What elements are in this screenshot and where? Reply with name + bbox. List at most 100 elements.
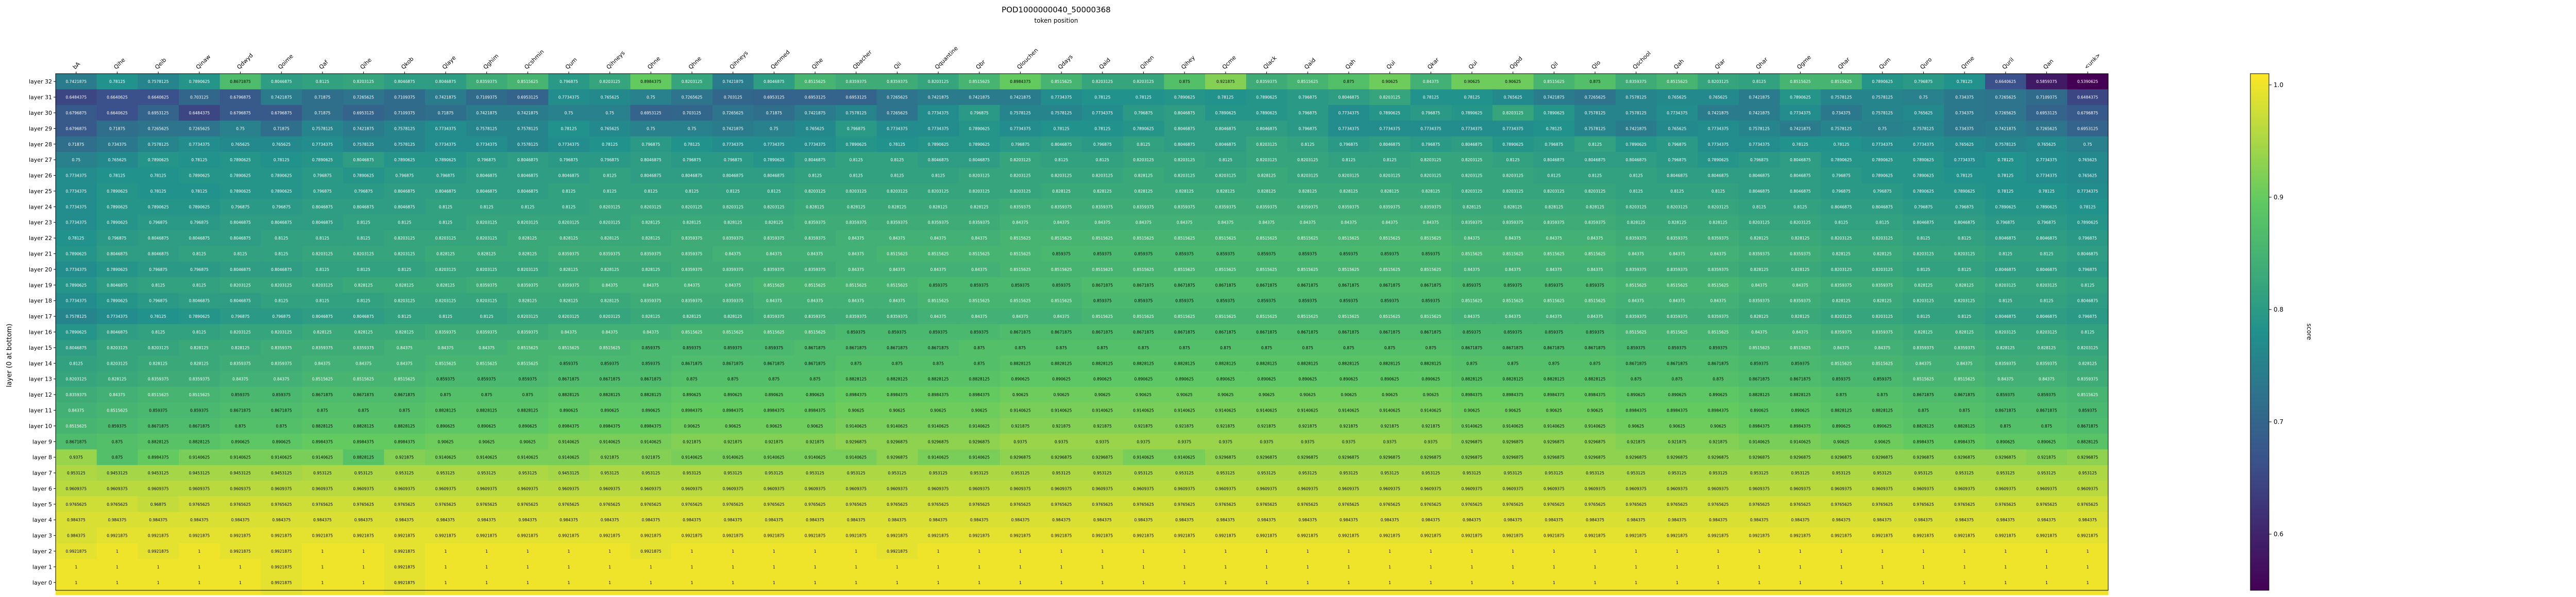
- cell-value-label: 0.9296875: [1092, 455, 1113, 460]
- x-tick-label: Qkar: [1426, 56, 1440, 71]
- cell-value-label: 0.8828125: [1297, 361, 1318, 366]
- cell-value-label: 0.953125: [478, 471, 496, 475]
- cell-value-label: 0.6640625: [107, 111, 128, 115]
- cell-value-label: 0.8515625: [1544, 299, 1565, 303]
- cell-value-label: 0.8203125: [66, 377, 87, 382]
- cell-value-label: 0.9765625: [1133, 502, 1154, 507]
- cell-value-label: 0.703125: [190, 95, 209, 100]
- cell-value-label: 0.9765625: [1174, 502, 1195, 507]
- heatmap-cell: [384, 89, 426, 106]
- heatmap-cell: [1780, 183, 1821, 199]
- cell-value-label: 0.7421875: [271, 95, 292, 100]
- cell-value-label: 0.8828125: [887, 377, 908, 382]
- cell-value-label: 0.828125: [1258, 189, 1276, 194]
- cell-value-label: 0.796875: [1914, 204, 1933, 209]
- cell-value-label: 0.859375: [641, 361, 660, 366]
- cell-value-label: 0.7734375: [764, 142, 785, 147]
- cell-value-label: 0.9921875: [1297, 534, 1318, 538]
- cell-value-label: 0.8203125: [2036, 283, 2057, 287]
- cell-value-label: 0.796875: [478, 158, 496, 162]
- heatmap-cell: [1205, 590, 1247, 597]
- heatmap-cell: [1041, 136, 1082, 152]
- cell-value-label: 0.84375: [1341, 220, 1357, 225]
- heatmap-cell: [219, 590, 261, 597]
- cell-value-label: 0.7734375: [1708, 126, 1729, 131]
- heatmap-cell: [589, 121, 631, 137]
- heatmap-cell: [1451, 89, 1493, 106]
- cell-value-label: 0.9921875: [1667, 534, 1688, 538]
- cell-value-label: 0.78125: [2039, 189, 2055, 194]
- heatmap-cell: [630, 121, 672, 137]
- cell-value-label: 0.7890625: [1256, 111, 1277, 115]
- heatmap-cell: [1451, 230, 1493, 246]
- cell-value-label: 0.8125: [890, 158, 904, 162]
- heatmap-cell: [138, 199, 179, 215]
- heatmap-cell: [1821, 214, 1862, 231]
- cell-value-label: 0.6796875: [271, 111, 292, 115]
- cell-value-label: 0.953125: [1463, 471, 1481, 475]
- cell-value-label: 0.7421875: [1010, 95, 1031, 100]
- x-tick-label: Qihen: [1139, 54, 1155, 71]
- cell-value-label: 0.8515625: [805, 79, 826, 84]
- cell-value-label: 0.9921875: [1256, 534, 1277, 538]
- cell-value-label: 0.828125: [1873, 252, 1892, 257]
- cell-value-label: 0.90625: [1669, 424, 1685, 429]
- cell-value-label: 0.890625: [1421, 377, 1440, 382]
- cell-value-label: 0.8125: [1506, 158, 1520, 162]
- x-tick-label: Qlouchen: [1015, 47, 1039, 71]
- cell-value-label: 0.8203125: [1790, 220, 1811, 225]
- cell-value-label: 0.84375: [1012, 220, 1028, 225]
- cell-value-label: 0.8359375: [1051, 204, 1072, 209]
- x-tick-label: Quril: [2001, 56, 2015, 71]
- cell-value-label: 0.8203125: [435, 267, 456, 272]
- cell-value-label: 0.8203125: [1502, 174, 1523, 178]
- cell-value-label: 0.9609375: [1872, 486, 1893, 491]
- cell-value-label: 0.78125: [1217, 95, 1233, 100]
- cell-value-label: 0.8359375: [1667, 236, 1688, 241]
- cell-value-label: 0.9765625: [353, 502, 374, 507]
- cell-value-label: 0.796875: [2038, 220, 2056, 225]
- cell-value-label: 0.828125: [1750, 236, 1769, 241]
- cell-value-label: 0.8125: [1670, 189, 1684, 194]
- cell-value-label: 0.84375: [1217, 220, 1233, 225]
- cell-value-label: 0.9609375: [1256, 486, 1277, 491]
- cell-value-label: 0.9296875: [887, 439, 908, 444]
- cell-value-label: 0.9921875: [394, 549, 415, 554]
- cell-value-label: 0.8203125: [682, 79, 703, 84]
- cell-value-label: 0.8515625: [1667, 283, 1688, 287]
- cell-value-label: 0.8671875: [805, 361, 826, 366]
- cell-value-label: 0.8359375: [66, 393, 87, 397]
- cell-value-label: 0.765625: [2038, 142, 2056, 147]
- cell-value-label: 0.8671875: [66, 439, 87, 444]
- heatmap-cell: [1615, 105, 1657, 121]
- colorbar-tick-label: 0.7: [2274, 418, 2283, 425]
- cell-value-label: 0.8359375: [805, 220, 826, 225]
- cell-value-label: 1: [1676, 581, 1679, 585]
- cell-value-label: 0.8125: [193, 330, 206, 335]
- heatmap-cell: [1369, 214, 1411, 231]
- x-tick-label: Qlaye: [441, 54, 457, 71]
- y-tick-label: layer 25: [29, 188, 52, 195]
- cell-value-label: 0.8984375: [1708, 408, 1729, 413]
- heatmap-cell: [753, 230, 795, 246]
- cell-value-label: 0.8984375: [1502, 393, 1523, 397]
- cell-value-label: 1: [2004, 581, 2007, 585]
- cell-value-label: 0.796875: [2078, 267, 2097, 272]
- heatmap-cell: [548, 89, 590, 106]
- heatmap-cell: [1533, 105, 1575, 121]
- cell-value-label: 1: [1101, 581, 1104, 585]
- cell-value-label: 0.8984375: [148, 455, 169, 460]
- cell-value-label: 1: [814, 581, 817, 585]
- cell-value-label: 0.875: [1220, 346, 1231, 350]
- heatmap-cell: [302, 136, 344, 152]
- cell-value-label: 0.9765625: [476, 502, 497, 507]
- cell-value-label: 0.828125: [683, 314, 701, 319]
- heatmap-cell: [1451, 246, 1493, 262]
- cell-value-label: 0.9765625: [517, 502, 538, 507]
- cell-value-label: 0.8515625: [435, 361, 456, 366]
- cell-value-label: 0.8046875: [1379, 142, 1400, 147]
- cell-value-label: 0.828125: [1463, 204, 1481, 209]
- heatmap-cell: [753, 167, 795, 184]
- heatmap-cell: [1780, 151, 1821, 168]
- cell-value-label: 0.7578125: [1913, 126, 1934, 131]
